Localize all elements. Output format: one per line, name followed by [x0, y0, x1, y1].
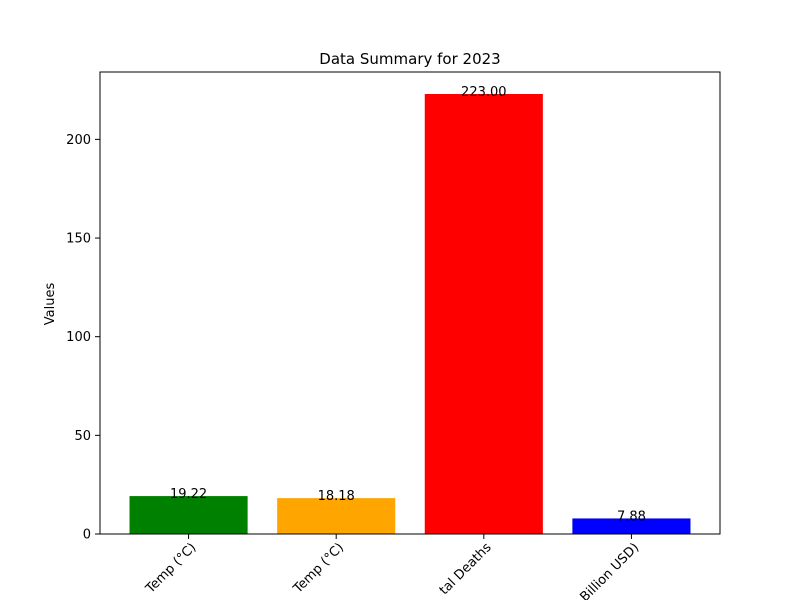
bar-value-label: 7.88: [617, 509, 646, 524]
bar-3: [424, 94, 543, 534]
bar-value-label: 18.18: [318, 489, 355, 504]
plot-frame: [99, 71, 721, 535]
bar-4: [572, 518, 691, 534]
bars-group: [129, 94, 691, 534]
y-tick-label: 200: [66, 133, 91, 148]
y-tick-label: 100: [66, 330, 91, 345]
bar-value-label: 223.00: [461, 85, 507, 100]
x-tick-label: Temp (°C): [142, 540, 199, 597]
bar-2: [277, 498, 396, 534]
x-axis: Temp (°C) Temp (°C) tal Deaths Billion USD): [142, 534, 642, 600]
bar-value-labels: 19.22 18.18 223.00 7.88: [170, 85, 646, 524]
y-tick-label: 150: [66, 232, 91, 247]
chart-title: Data Summary for 2023: [319, 50, 500, 68]
y-axis: 0 50 100 150 200: [66, 133, 100, 543]
bar-1: [129, 496, 248, 534]
bar-value-label: 19.22: [170, 487, 207, 502]
x-tick-label: Temp (°C): [290, 540, 347, 597]
x-tick-label: Billion USD): [578, 540, 643, 600]
y-axis-label: Values: [43, 283, 58, 326]
x-tick-label: tal Deaths: [437, 540, 495, 598]
y-tick-label: 50: [74, 429, 91, 444]
y-tick-label: 0: [83, 528, 91, 543]
